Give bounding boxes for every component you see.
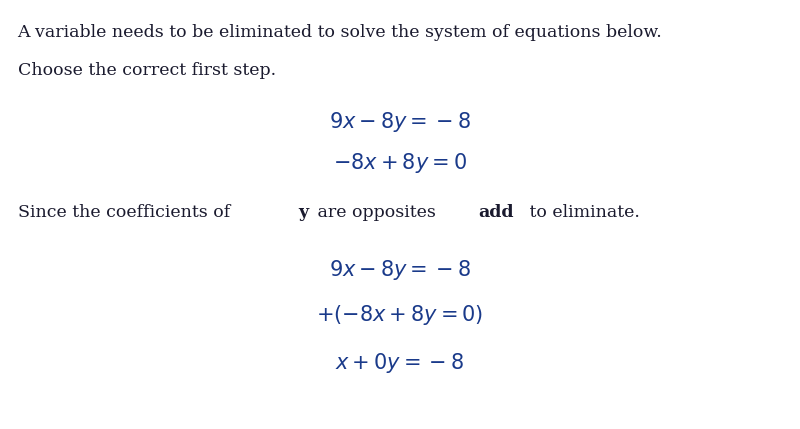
- Text: $x + 0y = -8$: $x + 0y = -8$: [335, 350, 465, 375]
- Text: $-8x + 8y = 0$: $-8x + 8y = 0$: [333, 151, 467, 175]
- Text: y: y: [298, 204, 309, 221]
- Text: $9x - 8y = -8$: $9x - 8y = -8$: [329, 258, 471, 282]
- Text: A variable needs to be eliminated to solve the system of equations below.: A variable needs to be eliminated to sol…: [18, 24, 662, 41]
- Text: Choose the correct first step.: Choose the correct first step.: [18, 62, 276, 79]
- Text: are opposites: are opposites: [312, 204, 441, 221]
- Text: $+(-8x + 8y = 0)$: $+(-8x + 8y = 0)$: [316, 303, 484, 327]
- Text: Since the coefficients of: Since the coefficients of: [18, 204, 235, 221]
- Text: to eliminate.: to eliminate.: [524, 204, 640, 221]
- Text: $9x - 8y = -8$: $9x - 8y = -8$: [329, 110, 471, 134]
- Text: add: add: [478, 204, 514, 221]
